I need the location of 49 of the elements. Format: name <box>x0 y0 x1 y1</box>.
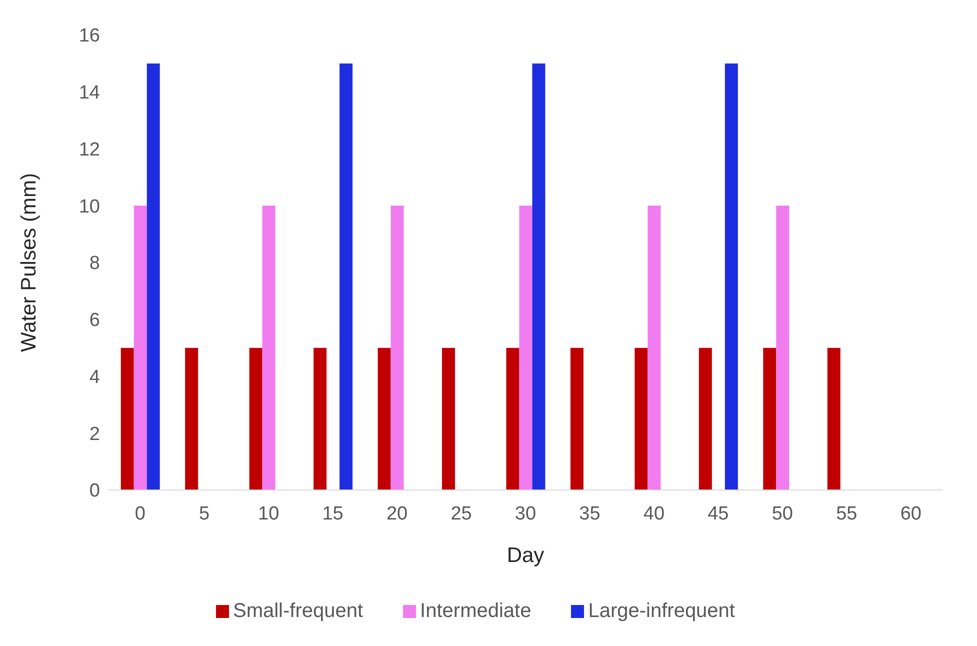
bar <box>763 348 776 490</box>
bar <box>120 348 134 490</box>
bar <box>249 348 262 490</box>
bar <box>442 348 455 490</box>
y-tick-label: 0 <box>89 480 100 502</box>
bar <box>827 348 840 490</box>
x-tick-label: 10 <box>258 503 280 524</box>
y-tick-label: 10 <box>78 196 100 218</box>
bar <box>185 348 198 490</box>
bar <box>340 63 353 490</box>
x-tick-label: 45 <box>708 503 729 524</box>
x-tick-label: 60 <box>900 503 922 524</box>
x-tick-label: 20 <box>386 503 408 524</box>
y-tick-label: 12 <box>78 139 100 160</box>
y-tick-label: 16 <box>78 26 100 47</box>
legend-label: Small-frequent <box>232 600 364 622</box>
bar <box>776 206 790 490</box>
x-axis-title: Day <box>506 544 545 567</box>
bar <box>314 348 327 490</box>
x-tick-label: 35 <box>579 503 600 524</box>
bar <box>506 348 520 490</box>
bar <box>532 63 546 490</box>
bar <box>262 206 276 490</box>
x-tick-label: 5 <box>199 503 210 524</box>
bar <box>724 63 738 490</box>
bar <box>648 206 661 490</box>
x-tick-label: 55 <box>836 503 858 524</box>
bar <box>519 206 532 490</box>
bar <box>570 348 584 490</box>
legend-label: Large-infrequent <box>588 600 735 622</box>
x-tick-label: 50 <box>772 503 793 524</box>
bar <box>698 348 712 490</box>
bar <box>634 348 648 490</box>
bar <box>390 206 404 490</box>
x-tick-label: 25 <box>450 503 472 524</box>
x-tick-label: 40 <box>643 503 665 524</box>
bar <box>378 348 391 490</box>
x-tick-label: 15 <box>322 503 344 524</box>
y-tick-label: 8 <box>89 253 100 274</box>
y-tick-label: 2 <box>89 424 100 445</box>
y-tick-label: 14 <box>78 82 100 104</box>
bar <box>146 63 160 490</box>
legend-label: Intermediate <box>420 600 532 622</box>
y-axis-title: Water Pulses (mm) <box>17 173 40 352</box>
x-tick-label: 30 <box>514 503 536 524</box>
x-tick-label: 0 <box>134 503 146 524</box>
bar <box>134 206 147 490</box>
y-tick-label: 6 <box>89 310 100 332</box>
y-tick-label: 4 <box>89 366 100 388</box>
